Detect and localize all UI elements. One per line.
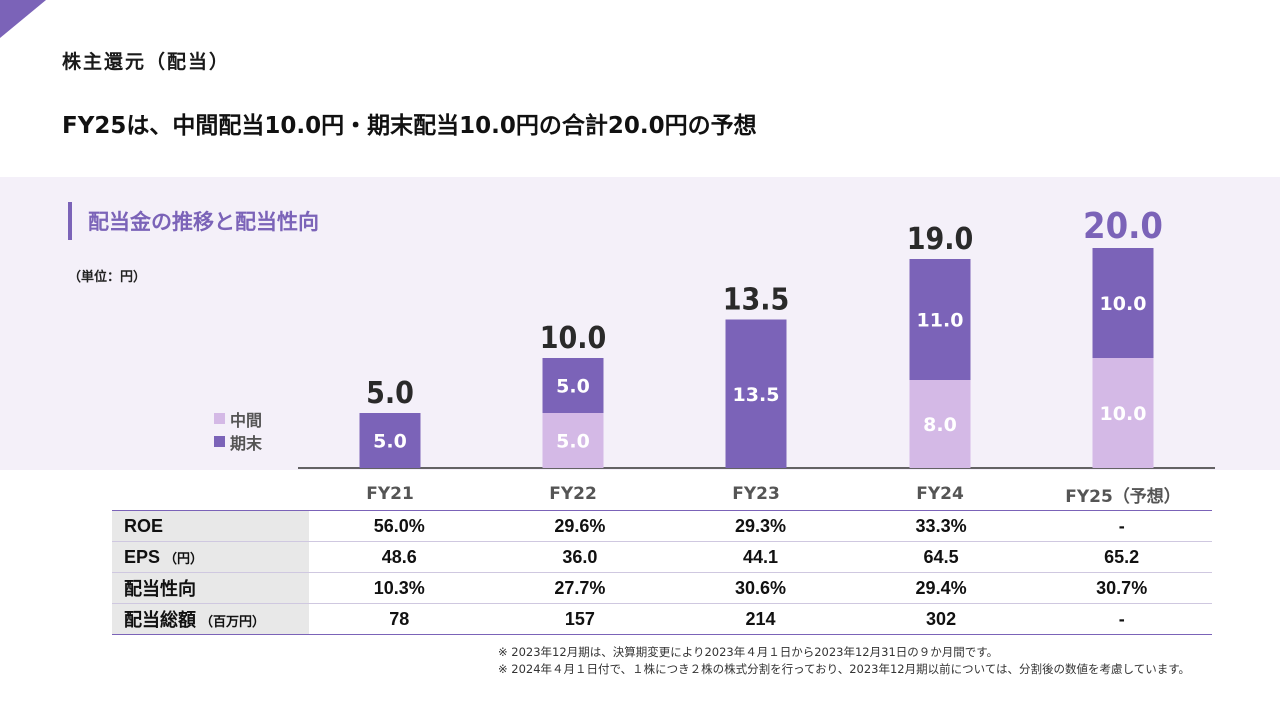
row-header: ROE [112,510,309,542]
bar-year-end [359,413,421,468]
chart-title-accent [68,202,72,240]
row-header: 配当性向 [112,572,309,604]
table-cell: 10.3% [309,572,490,604]
table-cell: 27.7% [489,572,671,604]
bar-year-end [725,319,787,468]
bar-interim [1092,358,1154,468]
legend-swatch-interim [214,413,225,424]
footnotes: ※ 2023年12月期は、決算期変更により2023年４月１日から2023年12月… [498,644,1190,678]
corner-accent [0,0,46,38]
bar-label-year-end: 11.0 [917,310,964,332]
table-cell: 33.3% [850,510,1032,542]
footnote-2: ※ 2024年４月１日付で、１株につき２株の株式分割を行っており、2023年12… [498,662,1191,676]
bar-label-interim: 8.0 [923,414,957,436]
x-tick-label: FY25（予想） [1065,486,1181,507]
bar-interim [909,380,971,468]
table-cell: 65.2 [1031,541,1212,573]
x-tick-label: FY21 [366,484,414,504]
bar-label-year-end: 10.0 [1100,293,1147,315]
row-label: ROE [124,515,164,536]
bar-year-end [542,358,604,413]
table-row: ROE 56.0% 29.6% 29.3% 33.3% - [112,510,1212,542]
bar-total-label: 10.0 [540,321,607,356]
bar-year-end [909,259,971,380]
table-cell: 29.3% [670,510,851,542]
row-header: 配当総額 （百万円） [112,603,309,635]
table-cell: 29.6% [489,510,671,542]
table-cell: 302 [850,603,1032,635]
table-row: 配当総額 （百万円） 78 157 214 302- [112,603,1212,635]
table-cell: 56.0% [309,510,490,542]
table-cell: 29.4% [850,572,1032,604]
footnote-1: ※ 2023年12月期は、決算期変更により2023年４月１日から2023年12月… [498,645,999,659]
table-cell: - [1031,603,1212,635]
table-cell: 64.5 [850,541,1032,573]
section-title: 株主還元（配当） [62,51,231,73]
row-header: EPS （円） [112,541,309,573]
row-unit: （百万円） [200,614,266,629]
table-cell: 157 [489,603,671,635]
legend-label-year-end: 期末 [230,433,263,453]
bar-label-interim: 5.0 [556,431,590,453]
x-tick-label: FY22 [549,484,597,504]
bar-interim [542,413,604,468]
table-cell: 36.0 [489,541,671,573]
financial-metrics-table: ROE 56.0% 29.6% 29.3% 33.3% - EPS （円） 48.6 36.0 44… [112,510,1212,635]
bar-label-year-end: 13.5 [733,384,780,406]
table-cell: 30.6% [670,572,851,604]
legend-item-year-end: 期末 [214,430,262,453]
table-cell: 78 [309,603,490,635]
bar-year-end [1092,248,1154,358]
chart-title: 配当金の推移と配当性向 [88,210,319,234]
bar-total-label: 20.0 [1083,206,1163,247]
row-label: 配当総額 [124,610,196,630]
table-cell: 44.1 [670,541,851,573]
table-cell: - [1031,510,1212,542]
table-cell: 48.6 [309,541,490,573]
legend-item-interim: 中間 [214,407,262,430]
bar-total-label: 13.5 [723,283,790,318]
table-cell: 214 [670,603,851,635]
legend-label-interim: 中間 [230,410,263,430]
chart-background [0,177,1280,470]
row-unit: （円） [164,550,204,566]
bar-label-interim: 10.0 [1100,403,1147,425]
bar-total-label: 5.0 [366,376,414,411]
table-row: 配当性向 10.3% 27.7% 30.6% 29.4% 30.7% [112,572,1212,604]
chart-unit-label: （単位：円） [68,270,147,285]
headline: FY25は、中間配当10.0円・期末配当10.0円の合計20.0円の予想 [62,113,757,139]
bar-label-year-end: 5.0 [373,431,407,453]
legend-swatch-year-end [214,436,225,447]
bar-total-label: 19.0 [907,222,974,257]
bar-label-year-end: 5.0 [556,376,590,398]
row-label: 配当性向 [124,579,196,599]
row-label: EPS [124,546,161,567]
table-cell: 30.7% [1031,572,1212,604]
chart-legend: 中間 期末 [214,407,262,453]
x-tick-label: FY24 [916,484,964,504]
table-row: EPS （円） 48.6 36.0 44.1 64.5 65.2 [112,541,1212,573]
x-tick-label: FY23 [732,484,780,504]
